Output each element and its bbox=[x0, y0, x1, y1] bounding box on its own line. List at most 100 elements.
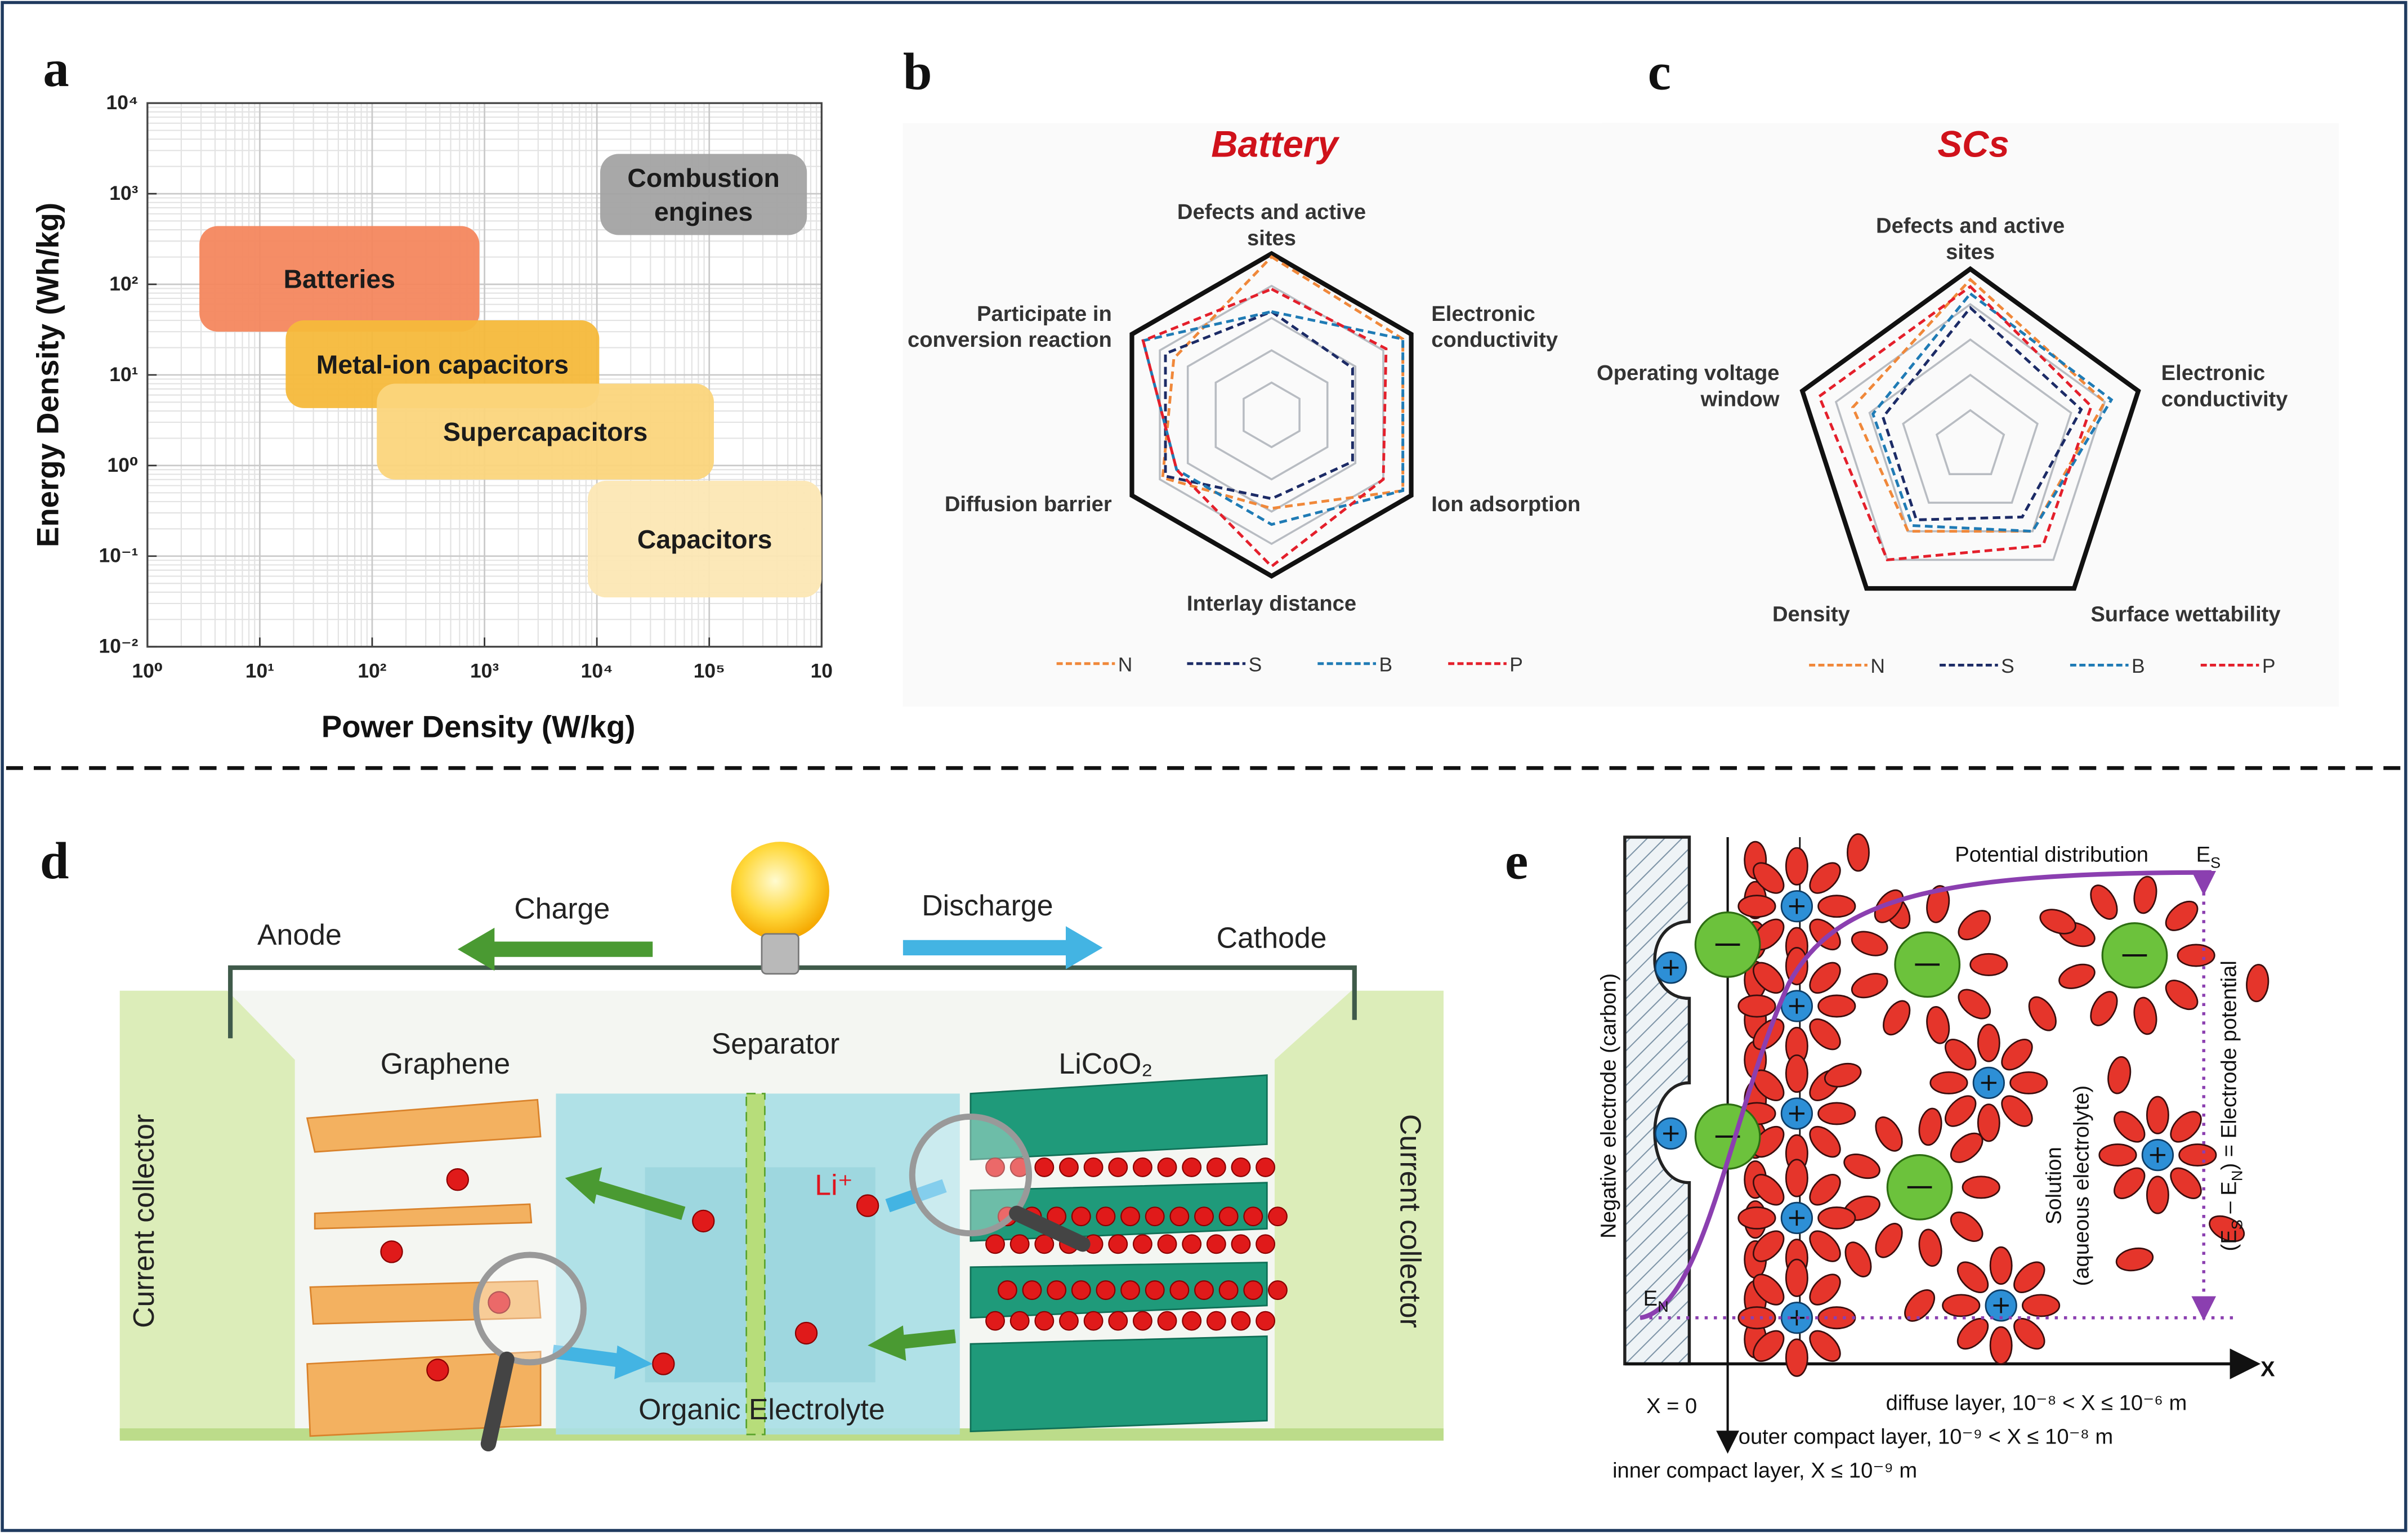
water bbox=[2028, 996, 2057, 1031]
li-ion bbox=[1034, 1234, 1055, 1254]
li-ion bbox=[1009, 1234, 1030, 1254]
water bbox=[1809, 1230, 1841, 1262]
charge-arrowhead bbox=[457, 927, 495, 971]
water bbox=[1950, 1212, 1983, 1243]
current-collector bbox=[1274, 990, 1444, 1436]
water bbox=[1851, 973, 1888, 999]
panel-label: b bbox=[903, 43, 932, 101]
axis-label: Defects and active sites bbox=[1876, 214, 2065, 264]
ion-arrowhead bbox=[565, 1167, 602, 1204]
panel-label: d bbox=[40, 833, 69, 891]
bulb bbox=[731, 842, 829, 940]
x-tick-label: 10¹ bbox=[245, 659, 274, 682]
grid-ring bbox=[1214, 349, 1329, 481]
li-ion bbox=[1218, 1206, 1239, 1227]
grid-ring bbox=[1799, 266, 2141, 591]
water bbox=[2146, 1096, 2169, 1134]
water bbox=[1956, 1261, 1989, 1293]
li-ion bbox=[692, 1209, 715, 1233]
water bbox=[1753, 1330, 1785, 1362]
radar-background bbox=[903, 123, 1641, 707]
diffuse-layer-label: diffuse layer, 10⁻⁸ < X ≤ 10⁻⁶ m bbox=[1886, 1391, 2187, 1415]
water bbox=[1753, 1125, 1785, 1158]
li-ion-label: Li⁺ bbox=[815, 1169, 853, 1201]
magnifier-handle bbox=[480, 1351, 515, 1452]
water bbox=[1809, 1125, 1841, 1158]
water bbox=[1977, 1024, 2000, 1062]
water bbox=[1926, 1006, 1950, 1044]
radar-series bbox=[1141, 287, 1388, 569]
li-ion bbox=[1047, 1280, 1067, 1300]
x-zero-label: X = 0 bbox=[1646, 1394, 1697, 1418]
water bbox=[1969, 953, 2008, 976]
region bbox=[588, 480, 822, 598]
li-ion bbox=[1059, 1157, 1079, 1177]
li-ion bbox=[985, 1234, 1005, 1254]
water bbox=[1945, 1095, 1977, 1127]
li-ion bbox=[1182, 1311, 1202, 1331]
cation-sign bbox=[1789, 998, 1805, 1014]
region-label: Batteries bbox=[284, 265, 395, 294]
outer-layer-label: outer compact layer, 10⁻⁹ < X ≤ 10⁻⁸ m bbox=[1739, 1424, 2114, 1449]
ep-sub: S bbox=[2228, 1219, 2245, 1230]
water bbox=[2146, 1176, 2169, 1214]
li-ion bbox=[1083, 1157, 1104, 1177]
panel-label: a bbox=[43, 40, 69, 98]
water bbox=[1817, 895, 1856, 918]
grid-ring bbox=[1868, 338, 2072, 533]
x-tick-label: 10³ bbox=[470, 659, 499, 682]
axis-label: Diffusion barrier bbox=[945, 492, 1112, 516]
li-ion bbox=[794, 1321, 818, 1345]
water bbox=[1809, 962, 1841, 994]
cation-sign bbox=[1993, 1298, 2009, 1313]
li-ion bbox=[1194, 1280, 1214, 1300]
axis-label: Electronic conductivity bbox=[2161, 361, 2289, 411]
legend-label: S bbox=[2001, 655, 2014, 677]
water bbox=[1958, 989, 1991, 1020]
li-ion bbox=[1206, 1157, 1226, 1177]
li-ion bbox=[1083, 1311, 1104, 1331]
solution-label: (aqueous electrolyte) bbox=[2070, 1085, 2094, 1286]
water bbox=[2107, 1056, 2132, 1094]
water bbox=[1956, 1317, 1989, 1350]
region-label: Metal-ion capacitors bbox=[316, 350, 569, 379]
water bbox=[1945, 1039, 1977, 1071]
legend-label: B bbox=[2132, 655, 2145, 677]
li-ion bbox=[1096, 1206, 1116, 1227]
water bbox=[2114, 1167, 2146, 1199]
li-ion bbox=[1132, 1311, 1152, 1331]
legend-label: N bbox=[1870, 655, 1885, 677]
water bbox=[1847, 833, 1870, 872]
discharge-label: Discharge bbox=[922, 889, 1053, 922]
water bbox=[1809, 1174, 1841, 1206]
water bbox=[2115, 1247, 2154, 1272]
ions bbox=[1655, 833, 2269, 1377]
axis-label: Surface wettability bbox=[2090, 602, 2281, 626]
anode-label: Anode bbox=[257, 918, 342, 951]
water bbox=[1958, 910, 1991, 941]
li-ion bbox=[1071, 1206, 1091, 1227]
li-ion bbox=[1267, 1280, 1288, 1300]
water bbox=[2001, 1095, 2033, 1127]
water bbox=[2013, 1317, 2045, 1350]
discharge-arrowhead bbox=[1066, 926, 1103, 969]
radar-series bbox=[1881, 306, 2083, 521]
water bbox=[2133, 996, 2157, 1035]
water bbox=[1977, 1103, 2000, 1142]
current-collector-label: Current collector bbox=[127, 1114, 160, 1328]
water bbox=[1817, 994, 1856, 1018]
legend-label: S bbox=[1249, 653, 1262, 676]
ion-arrow bbox=[589, 1179, 686, 1221]
li-ion bbox=[446, 1168, 470, 1191]
es-label: ES bbox=[2196, 843, 2221, 871]
li-ion bbox=[997, 1280, 1017, 1300]
electrode bbox=[1623, 835, 1691, 1366]
plot-frame bbox=[146, 102, 823, 648]
x-tick-label: 10 bbox=[811, 659, 833, 682]
li-ion bbox=[1231, 1234, 1251, 1254]
radar-chart: N S B P Defects and active sites Electronic con… bbox=[903, 123, 1641, 707]
legend-label: P bbox=[2262, 655, 2276, 677]
li-ion bbox=[1108, 1234, 1128, 1254]
separator bbox=[745, 1093, 766, 1436]
